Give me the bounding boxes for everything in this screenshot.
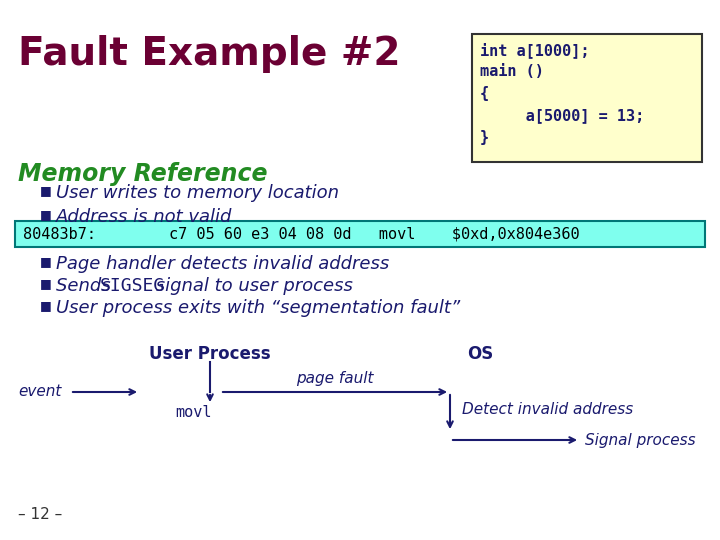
Text: User process exits with “segmentation fault”: User process exits with “segmentation fa…: [56, 299, 460, 317]
Text: Detect invalid address: Detect invalid address: [462, 402, 634, 417]
Text: Memory Reference: Memory Reference: [18, 162, 268, 186]
Text: movl: movl: [175, 405, 212, 420]
Text: a[5000] = 13;: a[5000] = 13;: [480, 108, 644, 123]
Text: int a[1000];: int a[1000];: [480, 42, 590, 58]
Text: Page handler detects invalid address: Page handler detects invalid address: [56, 255, 390, 273]
Text: ■: ■: [40, 277, 52, 290]
Text: Fault Example #2: Fault Example #2: [18, 35, 400, 73]
Text: Sends: Sends: [56, 277, 117, 295]
Text: signal to user process: signal to user process: [150, 277, 353, 295]
Text: – 12 –: – 12 –: [18, 507, 62, 522]
Text: }: }: [480, 130, 489, 145]
Text: ■: ■: [40, 255, 52, 268]
Bar: [15, 221, 705, 247]
Text: User writes to memory location: User writes to memory location: [56, 184, 339, 202]
Text: Signal process: Signal process: [585, 433, 696, 448]
Text: ■: ■: [40, 299, 52, 312]
Text: page fault: page fault: [296, 371, 374, 386]
Text: main (): main (): [480, 64, 544, 79]
Text: ■: ■: [40, 208, 52, 221]
Text: {: {: [480, 86, 489, 101]
Bar: [472, 34, 702, 162]
Text: 80483b7:        c7 05 60 e3 04 08 0d   movl    $0xd,0x804e360: 80483b7: c7 05 60 e3 04 08 0d movl $0xd,…: [23, 226, 580, 241]
Text: event: event: [18, 384, 61, 400]
Text: OS: OS: [467, 345, 493, 363]
Text: SIGSEG: SIGSEG: [100, 277, 166, 295]
Text: Address is not valid: Address is not valid: [56, 208, 233, 226]
Text: User Process: User Process: [149, 345, 271, 363]
Text: ■: ■: [40, 184, 52, 197]
